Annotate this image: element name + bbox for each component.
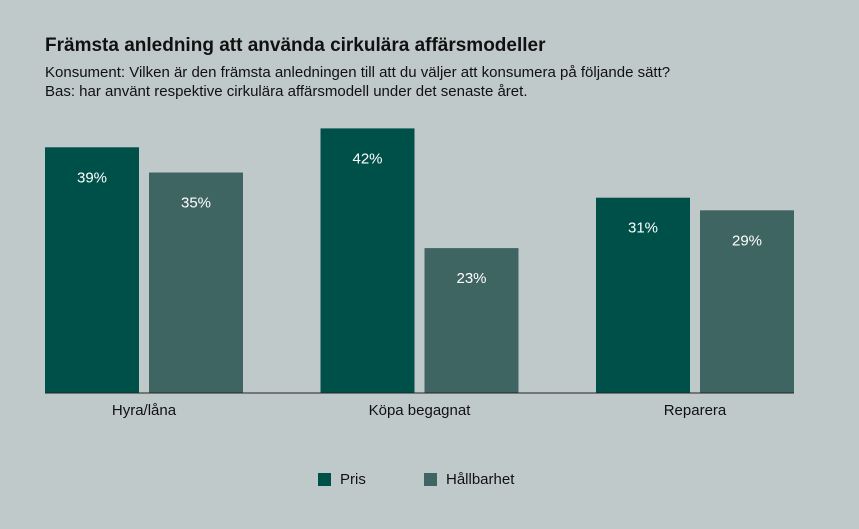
legend-label: Pris: [340, 471, 366, 488]
legend-swatch: [424, 473, 437, 486]
legend-swatch: [318, 473, 331, 486]
subtitle: Bas: har använt respektive cirkulära aff…: [45, 83, 527, 100]
bar: [596, 197, 690, 393]
bar: [320, 128, 415, 393]
legend-label: Hållbarhet: [446, 471, 515, 488]
x-tick-label: Hyra/låna: [112, 402, 177, 419]
subtitle: Konsument: Vilken är den främsta anledni…: [45, 64, 670, 81]
value-label: 23%: [456, 270, 486, 287]
bar: [700, 210, 794, 393]
x-tick-label: Reparera: [664, 402, 727, 419]
value-label: 42%: [352, 150, 382, 167]
bar: [149, 172, 243, 393]
x-tick-label: Köpa begagnat: [369, 402, 472, 419]
bar: [45, 147, 139, 393]
bar: [424, 248, 519, 393]
chart-title: Främsta anledning att använda cirkulära …: [45, 35, 546, 56]
value-label: 35%: [181, 194, 211, 211]
value-label: 29%: [732, 232, 762, 249]
value-label: 31%: [628, 220, 658, 237]
value-label: 39%: [77, 169, 107, 186]
